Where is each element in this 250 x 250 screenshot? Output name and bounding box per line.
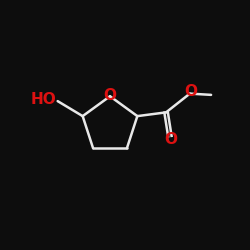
Text: O: O [184,84,197,99]
Text: O: O [104,88,117,103]
Text: HO: HO [31,92,56,107]
Text: O: O [164,132,177,147]
